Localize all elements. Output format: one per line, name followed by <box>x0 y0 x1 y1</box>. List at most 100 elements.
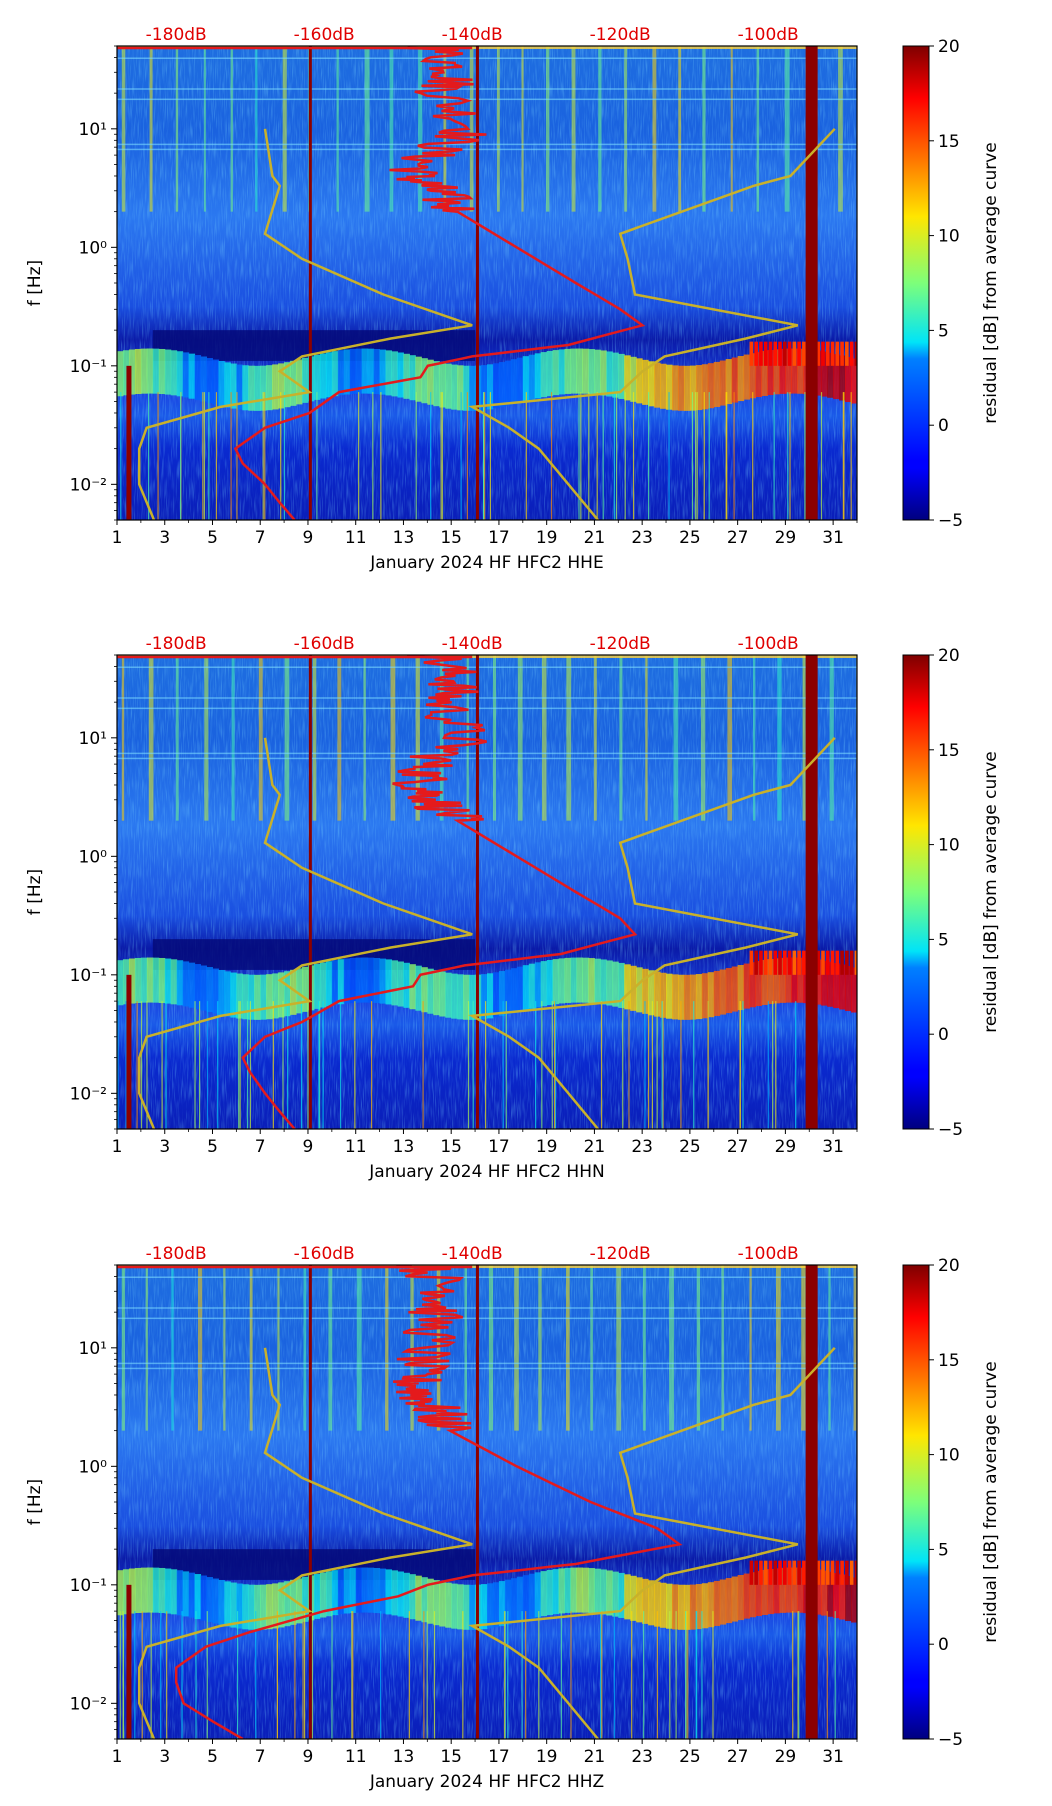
daily-stripe <box>702 46 706 212</box>
microseism-cell <box>648 1580 655 1626</box>
transient-stripe <box>504 1611 506 1739</box>
x-tick-label: 5 <box>207 1137 218 1157</box>
microseism-cell <box>677 365 685 411</box>
hf-line <box>117 752 857 755</box>
x-tick-label: 7 <box>255 528 266 548</box>
hotspot-cell <box>854 1560 857 1585</box>
microseism-cell <box>367 348 375 394</box>
microseism-cell <box>481 974 488 1020</box>
transient-stripe <box>570 1611 572 1739</box>
microseism-cell <box>833 1573 840 1619</box>
daily-stripe <box>336 46 339 212</box>
hotspot-cell <box>773 1560 778 1585</box>
microseism-cell <box>439 1581 446 1627</box>
hotspot-cell <box>816 950 821 975</box>
microseism-cell <box>302 966 309 1012</box>
microseism-cell <box>594 958 601 1004</box>
microseism-cell <box>355 1567 363 1613</box>
transient-stripe <box>198 1001 201 1129</box>
heatmap-area <box>117 655 857 1129</box>
db-tick-label: -100dB <box>738 1244 799 1264</box>
microseism-cell <box>469 365 476 411</box>
microseism-cell <box>302 357 309 403</box>
daily-stripe <box>148 655 154 821</box>
microseism-cell <box>463 974 470 1020</box>
microseism-cell <box>755 960 763 1007</box>
microseism-cell <box>427 359 434 405</box>
microseism-cell <box>522 1575 530 1621</box>
transient-stripe <box>120 392 122 520</box>
x-tick-label: 5 <box>207 528 218 548</box>
microseism-cell <box>749 353 757 399</box>
x-tick-label: 31 <box>822 1747 844 1767</box>
microseism-cell <box>421 358 428 404</box>
microseism-cell <box>510 968 518 1014</box>
microseism-cell <box>260 365 267 411</box>
transient-stripe <box>482 392 485 520</box>
microseism-cell <box>361 957 369 1003</box>
transient-stripe <box>668 392 670 520</box>
microseism-cell <box>701 364 709 410</box>
transient-stripe <box>380 392 382 520</box>
heatmap-noise <box>117 46 857 520</box>
daily-stripe <box>204 655 209 821</box>
microseism-cell <box>546 960 554 1006</box>
microseism-cell <box>606 1570 613 1616</box>
transient-stripe <box>648 392 650 520</box>
x-tick-label: 27 <box>727 1747 749 1767</box>
transient-stripe <box>217 1001 219 1129</box>
transient-stripe <box>148 392 150 520</box>
microseism-cell <box>194 964 202 1010</box>
x-tick-label: 21 <box>584 528 606 548</box>
transient-stripe <box>772 1001 774 1129</box>
transient-stripe <box>696 392 698 520</box>
microseism-cell <box>546 351 554 397</box>
daily-stripe <box>571 46 576 212</box>
daily-stripe <box>439 655 444 821</box>
microseism-cell <box>194 1574 202 1620</box>
daily-stripe <box>282 46 287 212</box>
x-tick-label: 21 <box>584 1747 606 1767</box>
microseism-cell <box>260 1584 267 1630</box>
microseism-cell <box>516 357 524 403</box>
colorbar <box>902 1264 930 1740</box>
microseism-cell <box>331 1570 339 1616</box>
heatmap-area <box>117 46 857 520</box>
hf-line <box>117 666 857 668</box>
microseism-cell <box>606 351 613 397</box>
microseism-cell <box>749 962 757 1008</box>
microseism-cell <box>600 350 607 396</box>
y-axis-label: f [Hz] <box>25 1479 45 1525</box>
transient-stripe <box>820 392 823 520</box>
microseism-cell <box>385 1569 393 1615</box>
microseism-cell <box>821 1570 828 1616</box>
microseism-cell <box>117 351 124 397</box>
hf-line <box>117 1367 857 1370</box>
colorbar-label: residual [dB] from average curve <box>981 142 1001 423</box>
microseism-cell <box>689 974 697 1020</box>
nlnm-curve <box>137 1347 473 1739</box>
microseism-cell <box>152 1567 160 1613</box>
microseism-cell <box>248 974 255 1020</box>
daily-stripe <box>521 46 524 212</box>
microseism-cell <box>624 964 631 1010</box>
microseism-cell <box>128 1568 136 1614</box>
microseism-cell <box>146 1567 154 1613</box>
transient-stripe <box>792 1611 794 1739</box>
colorbar-tick-label: 5 <box>938 1540 949 1560</box>
transient-stripe <box>739 1001 741 1129</box>
transient-stripe <box>440 392 442 520</box>
microseism-cell <box>290 969 297 1015</box>
microseism-cell <box>636 1577 643 1623</box>
transient-stripe <box>485 1001 487 1129</box>
microseism-cell <box>683 365 691 411</box>
microseism-cell <box>731 357 739 403</box>
transient-stripe <box>307 1001 309 1129</box>
transient-stripe <box>230 392 232 520</box>
y-tick-label: 10⁻² <box>70 475 107 495</box>
microseism-cell <box>421 1577 428 1623</box>
microseism-cell <box>528 963 536 1009</box>
transient-stripe <box>601 1611 603 1739</box>
microseism-cell <box>188 962 196 1008</box>
microseism-cell <box>492 363 500 409</box>
